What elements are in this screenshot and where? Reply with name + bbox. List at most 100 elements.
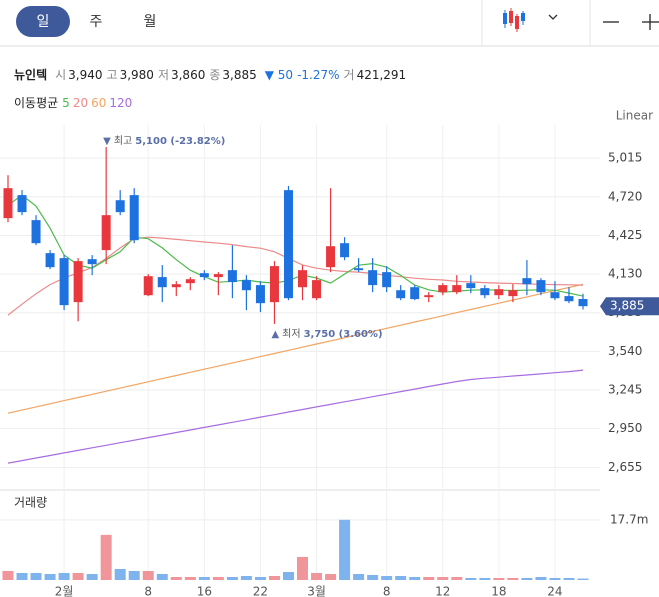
volume-bar <box>311 572 323 580</box>
tab-active[interactable] <box>16 6 70 37</box>
volume-bar <box>381 575 393 580</box>
tab[interactable]: 월 <box>144 14 157 30</box>
volume-bar <box>563 577 575 580</box>
ma-legend: 이동평균 5 20 60 120 <box>14 94 135 111</box>
candle-body <box>494 289 504 296</box>
field-label: 거 <box>343 68 355 82</box>
candle-body <box>227 270 237 283</box>
candle-body <box>31 220 41 244</box>
candle-body <box>550 292 560 299</box>
candle-body <box>578 298 588 307</box>
zoom-in[interactable] <box>642 14 659 30</box>
annotation-text: 최고 <box>114 135 132 147</box>
candle-body <box>340 243 350 258</box>
volume-bar <box>142 570 154 580</box>
candle-body <box>45 253 55 268</box>
annotation-marker: ▲ <box>271 329 279 340</box>
candle-body <box>283 190 293 299</box>
candle-body <box>199 273 209 278</box>
volume-bar <box>353 573 365 580</box>
change-pct: -1.27% <box>297 68 340 82</box>
annotation-text: 최저 <box>282 328 300 340</box>
ma-title: 이동평균 <box>14 96 59 110</box>
field-value: 3,885 <box>222 68 257 82</box>
volume-bar <box>2 570 14 580</box>
v-tick-label: 17.7m <box>610 512 648 526</box>
candle-body <box>508 290 518 297</box>
volume-bar <box>409 576 421 580</box>
candle-body <box>115 200 125 213</box>
candle-body <box>171 284 181 288</box>
legend-entry: 5 <box>62 96 70 110</box>
legend-entry: 120 <box>109 96 133 110</box>
volume-bar <box>268 575 280 580</box>
dropdown-chevron[interactable] <box>548 14 558 20</box>
ma-line <box>7 236 584 316</box>
candle-body <box>368 270 378 286</box>
volume-bar <box>100 534 112 580</box>
volume-bar <box>395 575 407 580</box>
volume-bar <box>297 556 309 580</box>
volume-bar <box>184 576 196 580</box>
field-value: 3,940 <box>68 68 103 82</box>
scale-label: Linear <box>616 109 653 123</box>
annotation-detail: 5,100 (-23.82%) <box>135 136 225 147</box>
price-badge <box>600 297 659 316</box>
x-tick-label: 3월 <box>307 585 326 597</box>
field-value: 3,980 <box>119 68 154 82</box>
volume-bar <box>226 576 238 580</box>
ma-line <box>7 283 584 414</box>
candle-body <box>354 268 364 271</box>
volume-bar <box>58 572 70 580</box>
volume-bar <box>465 577 477 580</box>
volume-bar <box>549 577 561 580</box>
y-tick-label: 5,015 <box>608 151 642 165</box>
candle-body <box>522 278 532 285</box>
candle-body <box>269 266 279 303</box>
candle-body <box>213 274 223 278</box>
x-tick-label: 12 <box>435 585 450 597</box>
y-tick-label: 4,130 <box>608 267 642 281</box>
legend-entry: 60 <box>91 96 107 110</box>
y-tick-label: 4,720 <box>608 189 642 203</box>
volume-bar <box>254 576 266 580</box>
field-value: 421,291 <box>356 68 407 82</box>
volume-bar <box>437 576 449 580</box>
y-tick-label: 2,950 <box>608 421 642 435</box>
volume-bar <box>198 576 210 580</box>
tab[interactable]: 일 <box>37 14 50 30</box>
candle-body <box>564 296 574 302</box>
annotation: ▲ 최저 3,750 (3.60%) <box>271 328 382 340</box>
candle-body <box>129 195 139 241</box>
tab[interactable]: 주 <box>90 14 103 30</box>
chart-type-icon[interactable] <box>503 8 525 32</box>
field-label: 고 <box>106 68 118 82</box>
volume-bar <box>128 570 140 580</box>
field-value: 3,860 <box>170 68 206 82</box>
volume-title: 거래량 <box>14 496 47 510</box>
candle-body <box>410 287 420 300</box>
x-tick-label: 24 <box>547 585 562 597</box>
y-tick-label: 3,540 <box>608 344 642 358</box>
candle-body <box>466 283 476 289</box>
candle-body <box>424 295 434 298</box>
candle-body <box>17 195 27 213</box>
price-badge-label: 3,885 <box>610 299 644 313</box>
volume-bar <box>367 574 379 580</box>
ma-line <box>7 369 584 464</box>
volume-bar <box>423 576 435 580</box>
candle-body <box>312 280 322 299</box>
candle-body <box>157 277 167 288</box>
x-tick-label: 2월 <box>55 585 74 597</box>
stock-info: 뉴인텍 시 3,940 고 3,980 저 3,860 종 3,885 ▼ 50 -1.27% 거 42… <box>14 66 410 83</box>
volume-bar <box>339 519 351 580</box>
volume-bar <box>16 572 28 580</box>
volume-bar <box>156 573 168 580</box>
x-tick-label: 16 <box>197 585 212 597</box>
legend-entry: 20 <box>72 96 89 110</box>
x-tick-label: 8 <box>383 585 391 597</box>
volume-bar <box>30 572 42 580</box>
volume-bar <box>114 568 126 580</box>
